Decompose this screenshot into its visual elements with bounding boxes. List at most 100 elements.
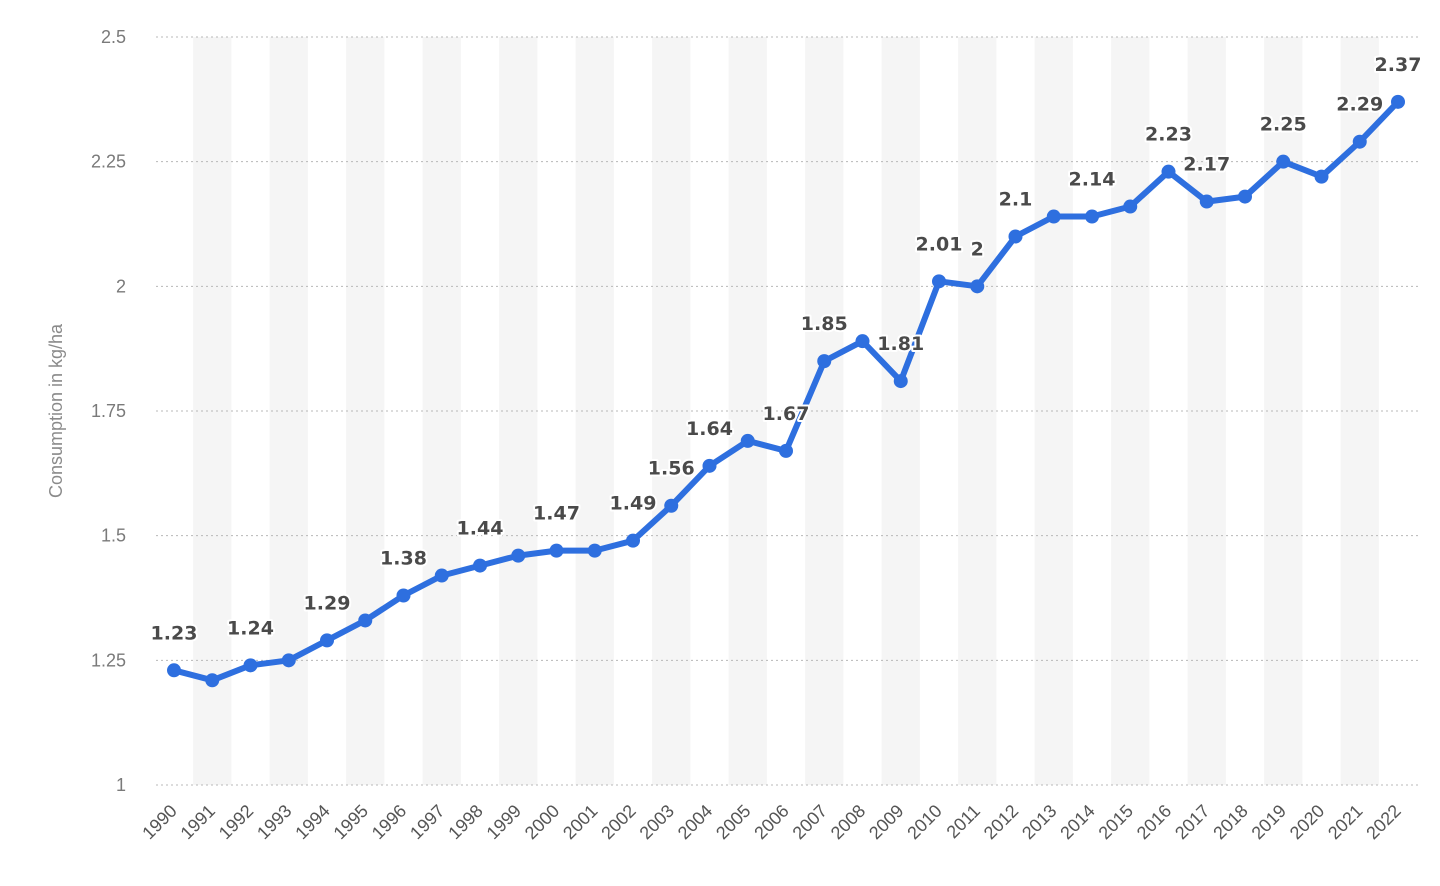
- x-tick-label: 2021: [1324, 801, 1366, 843]
- y-tick-label: 2.25: [91, 152, 126, 172]
- x-tick-label: 2020: [1286, 801, 1328, 843]
- data-point: [1314, 169, 1329, 184]
- data-point: [243, 658, 258, 673]
- data-label: 1.24: [227, 617, 274, 639]
- data-point: [281, 653, 296, 668]
- data-point: [549, 543, 564, 558]
- x-tick-label: 1996: [368, 801, 410, 843]
- data-point: [511, 548, 526, 563]
- data-point: [1046, 209, 1061, 224]
- x-tick-label: 1993: [253, 801, 295, 843]
- x-tick-label: 2022: [1362, 801, 1404, 843]
- x-tick-label: 2015: [1095, 801, 1137, 843]
- x-tick-label: 2013: [1018, 801, 1060, 843]
- x-tick-label: 1994: [291, 801, 333, 843]
- data-label: 1.67: [763, 403, 810, 425]
- data-point: [893, 374, 908, 389]
- data-point: [434, 568, 449, 583]
- y-tick-label: 1.25: [91, 650, 126, 670]
- x-tick-label: 2018: [1209, 801, 1251, 843]
- data-label: 1.64: [686, 418, 733, 440]
- x-tick-label: 1998: [444, 801, 486, 843]
- y-gridlines: [156, 36, 1420, 786]
- data-point: [970, 279, 985, 294]
- data-point: [740, 433, 755, 448]
- x-tick-label: 2014: [1056, 801, 1098, 843]
- y-tick-label: 1: [116, 775, 126, 795]
- x-tick-label: 2019: [1248, 801, 1290, 843]
- data-point: [1199, 194, 1214, 209]
- data-label: 1.56: [648, 458, 695, 480]
- x-tick-label: 2001: [559, 801, 601, 843]
- data-point: [1008, 229, 1023, 244]
- data-label: 1.85: [801, 313, 848, 335]
- data-label: 1.29: [304, 592, 351, 614]
- x-tick-label: 2003: [636, 801, 678, 843]
- data-label: 2.17: [1183, 154, 1230, 176]
- x-tick-label: 1992: [215, 801, 257, 843]
- data-point: [320, 633, 334, 648]
- data-point: [396, 588, 411, 603]
- data-point: [167, 663, 181, 678]
- data-label: 2.29: [1336, 94, 1383, 116]
- data-label: 2.1: [999, 188, 1033, 210]
- data-point: [358, 613, 373, 628]
- data-point: [473, 558, 487, 573]
- data-label: 1.38: [380, 548, 427, 570]
- x-tick-label: 2005: [712, 801, 754, 843]
- data-label: 2: [971, 238, 984, 260]
- data-label: 1.47: [533, 503, 580, 525]
- x-tick-label: 2010: [903, 801, 945, 843]
- data-point: [932, 274, 946, 289]
- data-point: [1276, 154, 1291, 169]
- data-point: [587, 543, 602, 558]
- x-tick-label: 1990: [138, 801, 180, 843]
- x-tick-label: 1991: [177, 801, 219, 843]
- data-label: 1.44: [457, 518, 504, 540]
- x-tick-label: 2000: [521, 801, 563, 843]
- data-label: 2.23: [1145, 124, 1192, 146]
- data-point: [855, 334, 870, 349]
- y-axis-ticks: 1 1.25 1.5 1.75 2 2.25 2.5: [91, 27, 126, 795]
- data-labels: 1.23 1.24 1.29 1.38 1.44 1.47 1.49 1.56 1.64 1.67…: [149, 52, 1424, 646]
- data-label: 2.25: [1260, 114, 1307, 136]
- x-tick-label: 1997: [406, 801, 448, 843]
- data-point: [1123, 199, 1138, 214]
- x-tick-label: 2004: [674, 801, 716, 843]
- y-axis-title: Consumption in kg/ha: [46, 323, 66, 498]
- data-point: [205, 673, 220, 688]
- data-point: [1352, 134, 1367, 149]
- data-point: [626, 533, 640, 548]
- x-tick-label: 2006: [750, 801, 792, 843]
- data-label: 1.49: [610, 493, 657, 515]
- x-tick-label: 2017: [1171, 801, 1213, 843]
- data-point: [664, 498, 679, 513]
- x-tick-label: 2011: [943, 801, 985, 843]
- data-point: [1391, 94, 1405, 109]
- data-point: [702, 458, 717, 473]
- y-tick-label: 2: [116, 276, 126, 296]
- data-point: [779, 443, 793, 458]
- x-tick-label: 2008: [827, 801, 869, 843]
- y-tick-label: 1.5: [101, 526, 126, 546]
- data-label: 2.01: [916, 233, 963, 255]
- data-label: 2.14: [1069, 169, 1116, 191]
- data-label: 2.37: [1375, 54, 1422, 76]
- x-tick-label: 2009: [865, 801, 907, 843]
- data-label: 1.23: [151, 622, 198, 644]
- data-points: [167, 94, 1405, 688]
- data-point: [1161, 164, 1176, 179]
- data-label: 1.81: [877, 333, 924, 355]
- data-point: [1085, 209, 1099, 224]
- x-tick-label: 2012: [980, 801, 1022, 843]
- x-tick-label: 1999: [483, 801, 525, 843]
- data-point: [1238, 189, 1252, 204]
- x-tick-label: 1995: [330, 801, 372, 843]
- x-tick-label: 2002: [597, 801, 639, 843]
- x-axis-ticks: 1990199119921993199419951996199719981999…: [138, 801, 1404, 843]
- x-tick-label: 2007: [789, 801, 831, 843]
- x-tick-label: 2016: [1133, 801, 1175, 843]
- y-tick-label: 2.5: [101, 27, 126, 47]
- data-point: [817, 354, 832, 369]
